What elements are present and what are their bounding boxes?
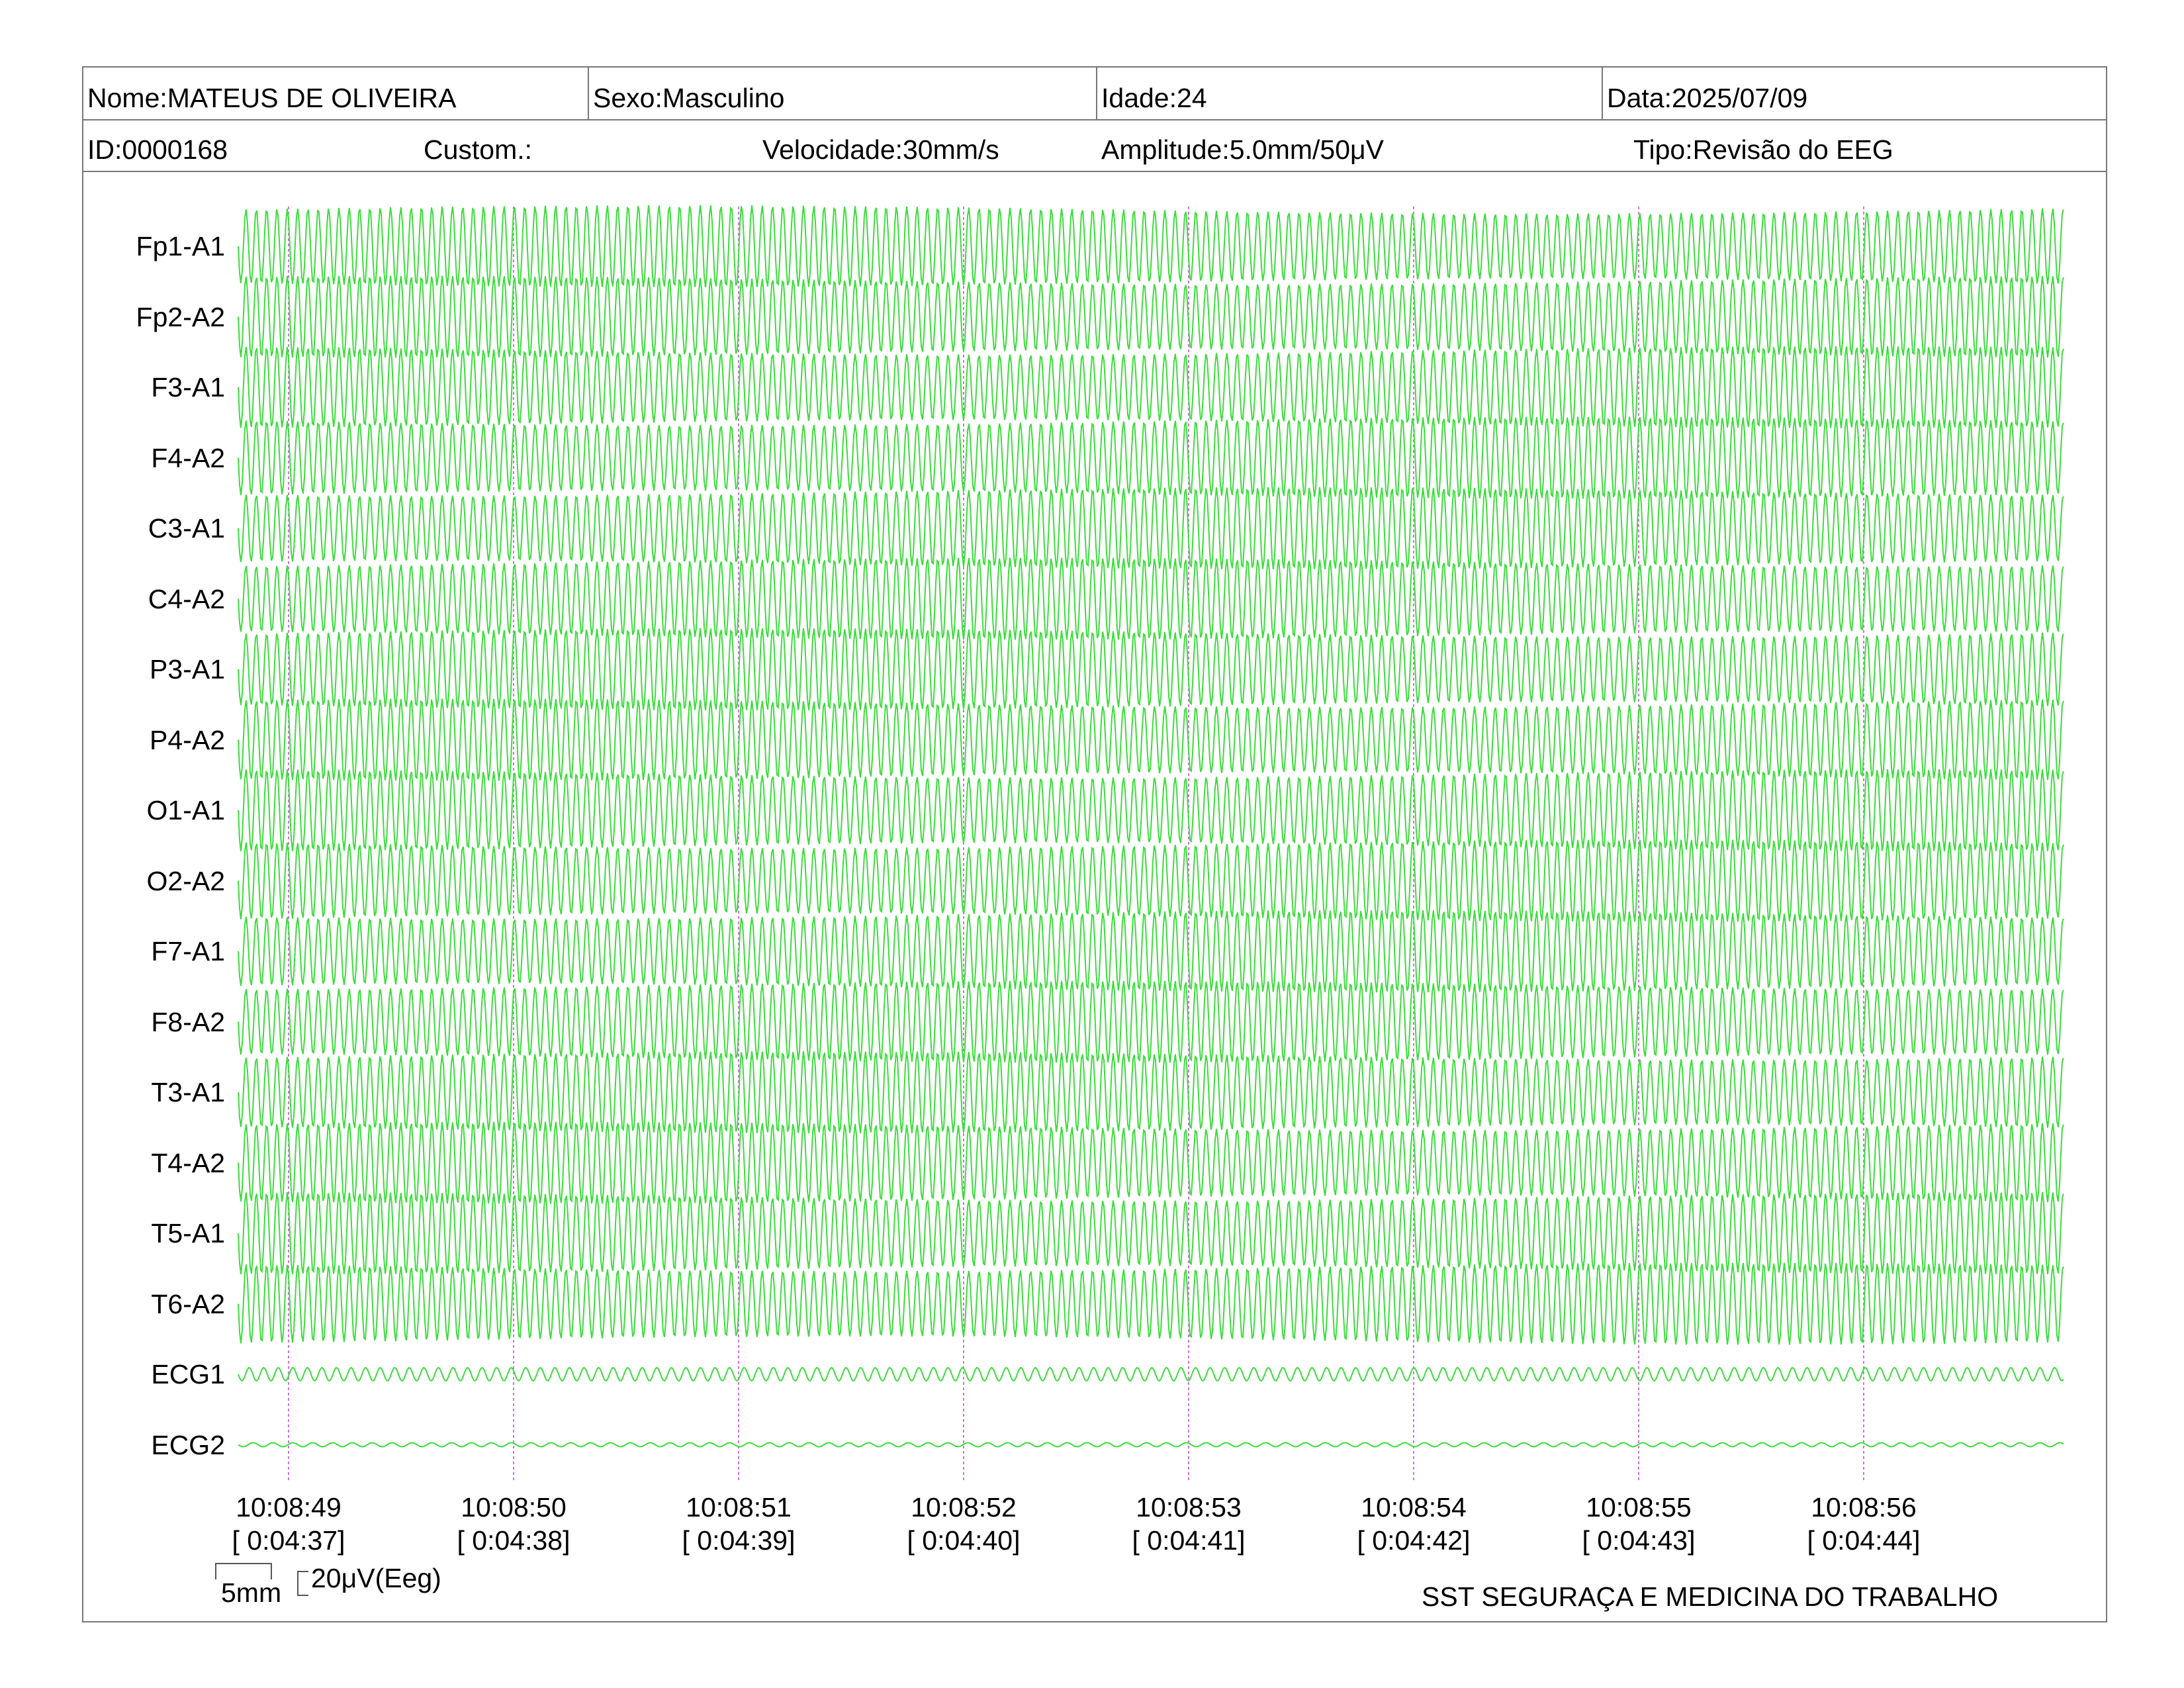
amplitude-calibration-label: 20μV(Eeg) [311, 1563, 441, 1593]
eeg-trace-t5-a1 [238, 1192, 2064, 1275]
exam-type: Tipo:Revisão do EEG [1633, 134, 1893, 165]
time-mark-elapsed: [ 0:04:44] [1807, 1525, 1921, 1556]
header-divider [82, 119, 2107, 120]
time-mark-elapsed: [ 0:04:39] [682, 1525, 796, 1556]
company-name: SST SEGURAÇA E MEDICINA DO TRABALHO [1422, 1581, 1999, 1612]
time-mark-elapsed: [ 0:04:43] [1582, 1525, 1696, 1556]
time-mark-clock: 10:08:56 [1811, 1492, 1917, 1523]
channel-label: O2-A2 [146, 865, 226, 896]
eeg-trace-f8-a2 [238, 980, 2064, 1063]
channel-label: P4-A2 [150, 724, 225, 755]
time-mark: 10:08:50[ 0:04:38] [428, 1491, 600, 1557]
custom-field: Custom.: [424, 134, 533, 165]
time-mark-elapsed: [ 0:04:42] [1357, 1525, 1471, 1556]
eeg-trace-ecg2 [238, 1442, 2064, 1448]
eeg-trace-c4-a2 [238, 557, 2064, 640]
channel-label: Fp2-A2 [136, 301, 225, 332]
time-mark-clock: 10:08:55 [1586, 1492, 1692, 1523]
eeg-trace-f7-a1 [238, 910, 2064, 993]
eeg-trace-o2-a2 [238, 839, 2064, 922]
eeg-trace-p3-a1 [238, 628, 2064, 711]
patient-id: ID:0000168 [87, 134, 228, 165]
patient-name: Nome:MATEUS DE OLIVEIRA [87, 83, 457, 113]
time-mark: 10:08:54[ 0:04:42] [1328, 1491, 1500, 1557]
eeg-trace-f3-a1 [238, 346, 2064, 429]
time-calibration-bracket [215, 1563, 272, 1579]
channel-label: ECG1 [151, 1359, 225, 1389]
exam-date: Data:2025/07/09 [1607, 83, 1808, 113]
time-mark-clock: 10:08:50 [461, 1492, 567, 1523]
patient-age: Idade:24 [1101, 83, 1207, 113]
channel-label: F4-A2 [151, 442, 225, 473]
time-mark: 10:08:55[ 0:04:43] [1553, 1491, 1725, 1557]
channel-label: F7-A1 [151, 936, 225, 966]
channel-label: C4-A2 [148, 583, 225, 614]
patient-sex: Sexo:Masculino [593, 83, 785, 113]
eeg-traces [238, 205, 2064, 1448]
time-mark-clock: 10:08:49 [236, 1492, 341, 1523]
amplitude-setting: Amplitude:5.0mm/50μV [1101, 134, 1384, 165]
time-mark-clock: 10:08:51 [686, 1492, 792, 1523]
time-mark-elapsed: [ 0:04:40] [907, 1525, 1021, 1556]
eeg-trace-t3-a1 [238, 1051, 2064, 1134]
time-mark: 10:08:52[ 0:04:40] [878, 1491, 1050, 1557]
amplitude-calibration-bracket [297, 1571, 308, 1596]
eeg-trace-t6-a2 [238, 1262, 2064, 1345]
channel-label: C3-A1 [148, 513, 225, 543]
time-mark-elapsed: [ 0:04:41] [1132, 1525, 1246, 1556]
channel-label: Fp1-A1 [136, 231, 225, 261]
time-mark: 10:08:56[ 0:04:44] [1778, 1491, 1950, 1557]
time-mark: 10:08:53[ 0:04:41] [1103, 1491, 1275, 1557]
header-cell-divider [1096, 66, 1097, 120]
channel-label: T3-A1 [151, 1077, 225, 1107]
header-cell-divider [1602, 66, 1603, 120]
eeg-trace-t4-a2 [238, 1121, 2064, 1204]
channel-label: T5-A1 [151, 1218, 225, 1248]
channel-label: P3-A1 [150, 654, 225, 684]
channel-label: F8-A2 [151, 1006, 225, 1037]
channel-label: ECG2 [151, 1429, 225, 1460]
time-mark-clock: 10:08:54 [1361, 1492, 1467, 1523]
eeg-trace-fp1-a1 [238, 205, 2064, 288]
time-calibration-label: 5mm [221, 1577, 282, 1608]
header-bottom-divider [82, 171, 2107, 172]
channel-label: T4-A2 [151, 1147, 225, 1178]
eeg-trace-f4-a2 [238, 416, 2064, 499]
time-mark: 10:08:51[ 0:04:39] [653, 1491, 825, 1557]
channel-label: T6-A2 [151, 1288, 225, 1319]
report-frame [82, 66, 2107, 1622]
time-mark: 10:08:49[ 0:04:37] [203, 1491, 375, 1557]
eeg-trace-c3-a1 [238, 487, 2064, 570]
time-mark-elapsed: [ 0:04:37] [232, 1525, 345, 1556]
eeg-trace-fp2-a2 [238, 275, 2064, 358]
eeg-trace-o1-a1 [238, 769, 2064, 852]
time-mark-clock: 10:08:52 [911, 1492, 1017, 1523]
eeg-trace-p4-a2 [238, 698, 2064, 781]
channel-label: F3-A1 [151, 372, 225, 402]
time-mark-clock: 10:08:53 [1136, 1492, 1242, 1523]
paper-speed: Velocidade:30mm/s [762, 134, 999, 165]
header-cell-divider [588, 66, 589, 120]
channel-label: O1-A1 [146, 795, 226, 825]
eeg-trace-ecg1 [238, 1366, 2064, 1382]
time-mark-elapsed: [ 0:04:38] [457, 1525, 570, 1556]
